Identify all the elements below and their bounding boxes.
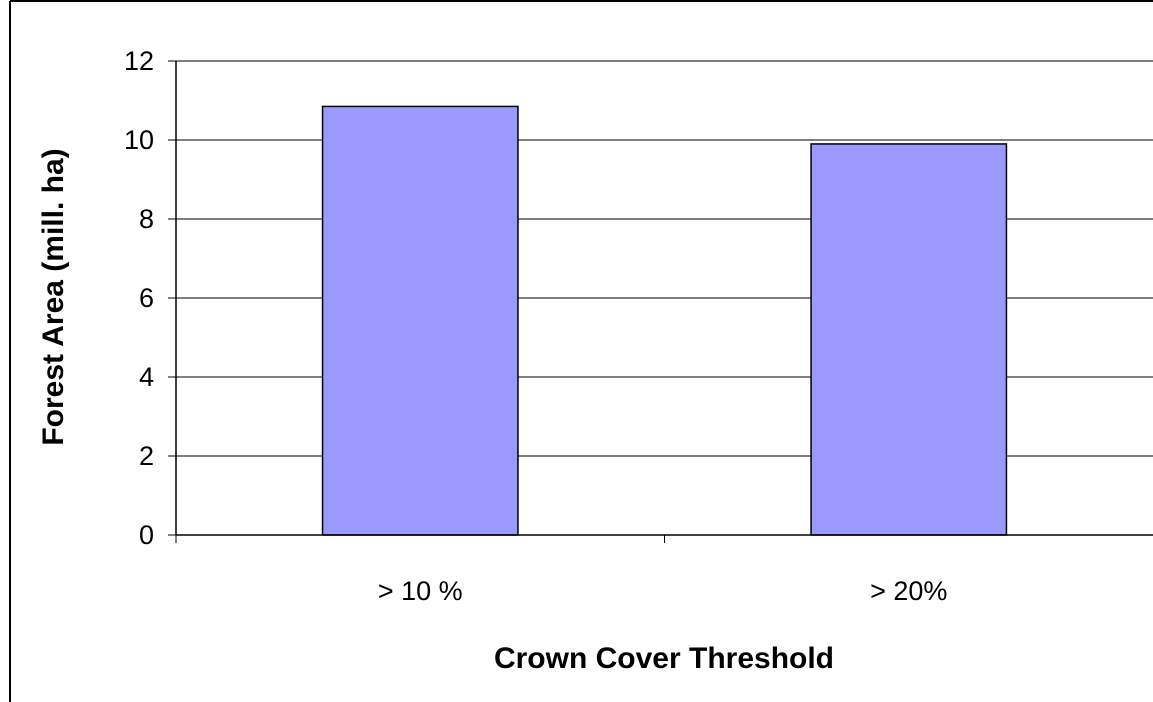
x-tick-label-1: > 10 % xyxy=(378,576,463,606)
y-tick-label-6: 6 xyxy=(139,283,154,313)
bar-1 xyxy=(321,105,519,536)
y-tick-label-2: 2 xyxy=(139,441,154,471)
bar-2 xyxy=(810,143,1008,536)
y-tick-label-0: 0 xyxy=(139,520,154,550)
y-tick-label-4: 4 xyxy=(139,362,154,392)
y-tick-label-12: 12 xyxy=(124,46,154,76)
y-tick-labels: 0 2 4 6 8 10 12 xyxy=(124,46,154,550)
y-axis-title: Forest Area (mill. ha) xyxy=(37,148,70,445)
y-tick-label-8: 8 xyxy=(139,204,154,234)
x-axis-title: Crown Cover Threshold xyxy=(494,642,834,675)
y-tick-label-10: 10 xyxy=(124,125,154,155)
x-tick-labels: > 10 % > 20% xyxy=(378,576,948,606)
axes xyxy=(168,60,1153,543)
x-tick-label-2: > 20% xyxy=(870,576,947,606)
bars xyxy=(321,105,1008,536)
